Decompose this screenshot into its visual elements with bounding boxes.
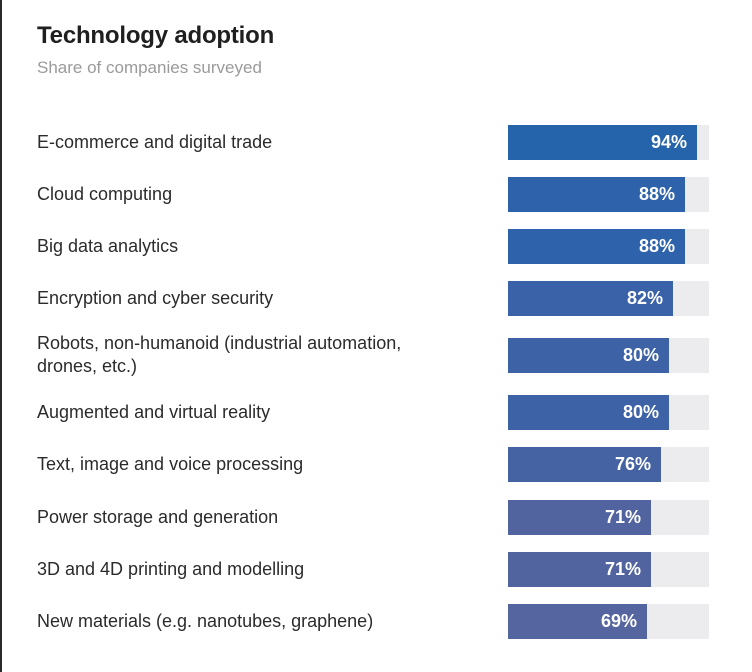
bar-track: 80% [508,395,709,430]
data-label: 88% [638,184,675,204]
category-label: Cloud computing [37,184,173,204]
bar-track: 71% [508,552,709,587]
bar: 71% [508,552,651,587]
bar: 71% [508,500,651,535]
bar-track: 80% [508,338,709,373]
bar: 94% [508,125,697,160]
bar-track: 69% [508,604,709,639]
data-label: 69% [600,611,637,631]
bar-track: 82% [508,281,709,316]
data-label: 94% [650,132,687,152]
data-label: 80% [622,345,659,365]
category-label: Augmented and virtual reality [37,402,271,422]
bar: 82% [508,281,673,316]
bar: 88% [508,229,685,264]
bar-track: 76% [508,447,709,482]
data-label: 82% [626,288,663,308]
category-label: Power storage and generation [37,507,279,527]
bar-track: 88% [508,229,709,264]
category-label: Text, image and voice processing [37,454,304,474]
bar: 80% [508,338,669,373]
bar: 69% [508,604,647,639]
left-border [0,0,2,672]
chart-title: Technology adoption [37,22,275,49]
bar: 88% [508,177,685,212]
category-label: Robots, non-humanoid (industrial automat… [37,333,402,376]
data-label: 71% [604,559,641,579]
data-label: 76% [614,454,651,474]
data-label: 88% [638,236,675,256]
category-label: New materials (e.g. nanotubes, graphene) [37,611,374,631]
bar-track: 94% [508,125,709,160]
bar-track: 71% [508,500,709,535]
category-label: 3D and 4D printing and modelling [37,559,305,579]
bar: 80% [508,395,669,430]
category-label: Encryption and cyber security [37,288,274,308]
bar: 76% [508,447,661,482]
category-label: Big data analytics [37,236,179,256]
bar-track: 88% [508,177,709,212]
chart-subtitle: Share of companies surveyed [37,58,262,77]
data-label: 80% [622,402,659,422]
data-label: 71% [604,507,641,527]
category-label: E-commerce and digital trade [37,132,273,152]
